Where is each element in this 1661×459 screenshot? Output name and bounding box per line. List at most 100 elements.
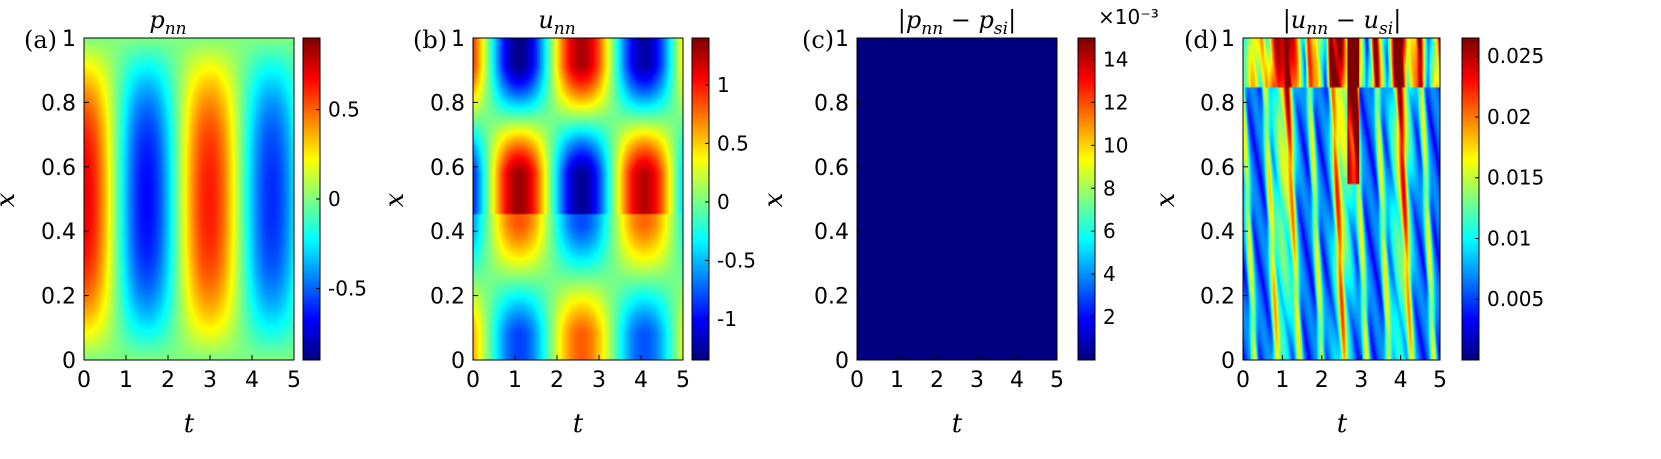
y-tick-label: 0.6	[41, 156, 76, 181]
x-axis-label-a: t	[184, 409, 195, 439]
colorbar-frame-b	[691, 37, 710, 361]
y-tick-label: 0.2	[1200, 285, 1235, 310]
x-tick-label: 1	[1275, 368, 1289, 393]
colorbar-image-d	[1462, 38, 1479, 360]
colorbar-tick-label: -0.5	[717, 248, 756, 272]
panel-label-d: (d)	[1184, 26, 1218, 54]
y-tick-label: 0.8	[814, 91, 849, 116]
y-tick-label: 0.2	[41, 285, 76, 310]
y-tick-label: 0.6	[1200, 156, 1235, 181]
x-tick-label: 2	[550, 368, 564, 393]
x-tick-label: 4	[245, 368, 259, 393]
x-axis-label-c: t	[952, 409, 963, 439]
x-tick-label: 4	[634, 368, 648, 393]
x-tick-label: 5	[1433, 368, 1447, 393]
x-tick-label: 0	[466, 368, 480, 393]
colorbar-tick-label: 0.5	[717, 131, 749, 155]
colorbar-tick-label: 0.5	[328, 98, 360, 122]
y-ticks-c: 0 0.2 0.4 0.6 0.8 1	[814, 27, 862, 374]
plot-frame-d	[1242, 37, 1441, 361]
colorbar-ticks-c: 2 4 6 8 10 12 14	[1091, 47, 1128, 329]
y-ticks-a: 0 0.2 0.4 0.6 0.8 1	[41, 27, 89, 374]
colorbar-tick-label: 0.01	[1487, 226, 1532, 250]
heatmap-image-a	[84, 38, 294, 360]
x-tick-label: 1	[890, 368, 904, 393]
x-tick-label: 0	[1236, 368, 1250, 393]
y-tick-label: 0.6	[430, 156, 465, 181]
x-tick-label: 2	[161, 368, 175, 393]
chart-title-a: pnn	[149, 6, 186, 39]
x-tick-label: 4	[1394, 368, 1408, 393]
x-tick-label: 0	[77, 368, 91, 393]
y-tick-label: 0.2	[430, 285, 465, 310]
colorbar-tick-label: 0.02	[1487, 105, 1532, 129]
y-tick-label: 0	[835, 349, 849, 374]
y-tick-label: 0.6	[814, 156, 849, 181]
colorbar-tick-label: 0.015	[1487, 166, 1544, 190]
y-tick-label: 1	[835, 27, 849, 52]
x-tick-label: 1	[119, 368, 133, 393]
y-tick-label: 0.8	[1200, 91, 1235, 116]
x-tick-label: 3	[592, 368, 606, 393]
chart-title-d: |unn − usi|	[1283, 6, 1402, 39]
colorbar-tick-label: 8	[1103, 176, 1116, 200]
x-tick-label: 1	[508, 368, 522, 393]
y-tick-label: 1	[1221, 27, 1235, 52]
y-tick-label: 1	[62, 27, 76, 52]
colorbar-ticks-b: -1 -0.5 0 0.5 1	[705, 73, 756, 331]
x-tick-label: 0	[850, 368, 864, 393]
y-tick-label: 0.8	[430, 91, 465, 116]
panel-label-b: (b)	[413, 26, 447, 54]
heatmap-image-c	[857, 38, 1057, 360]
y-axis-label-d: x	[1151, 192, 1181, 207]
y-axis-label-b: x	[380, 192, 410, 207]
plot-frame-b	[472, 37, 684, 361]
y-ticks-b: 0 0.2 0.4 0.6 0.8 1	[430, 27, 478, 374]
x-tick-label: 5	[1050, 368, 1064, 393]
heatmap-svg-b: (b) unn 0 1 2 3 4 5 0 0.2 0.4 0.6 0.8 1 t x -1 -0.5…	[380, 6, 756, 439]
y-tick-label: 0.4	[1200, 220, 1235, 245]
colorbar-image-c	[1078, 38, 1095, 360]
colorbar-tick-label: 12	[1103, 90, 1128, 114]
colorbar-tick-label: 14	[1103, 47, 1128, 71]
heatmap-image-d	[1243, 38, 1440, 360]
y-tick-label: 0	[62, 349, 76, 374]
y-tick-label: 1	[451, 27, 465, 52]
y-tick-label: 0.8	[41, 91, 76, 116]
x-tick-label: 3	[1354, 368, 1368, 393]
colorbar-image-b	[692, 38, 709, 360]
colorbar-tick-label: -1	[717, 307, 737, 331]
colorbar-tick-label: 4	[1103, 262, 1116, 286]
x-tick-label: 3	[970, 368, 984, 393]
colorbar-ticks-a: -0.5 0 0.5	[316, 98, 367, 300]
x-tick-label: 2	[930, 368, 944, 393]
x-tick-label: 3	[203, 368, 217, 393]
colorbar-tick-label: -0.5	[328, 276, 367, 300]
colorbar-tick-label: 0	[328, 187, 341, 211]
panel-label-a: (a)	[24, 26, 57, 54]
chart-title-c: |pnn − psi|	[898, 6, 1016, 39]
colorbar-tick-label: 0.025	[1487, 44, 1544, 68]
y-tick-label: 0.4	[814, 220, 849, 245]
x-ticks-b: 0 1 2 3 4 5	[466, 355, 690, 393]
colorbar-exponent-c: ×10⁻³	[1098, 5, 1159, 29]
y-tick-label: 0.2	[814, 285, 849, 310]
x-ticks-c: 0 1 2 3 4 5	[850, 355, 1064, 393]
heatmap-image-b	[473, 38, 683, 360]
colorbar-tick-label: 6	[1103, 219, 1116, 243]
colorbar-tick-label: 10	[1103, 133, 1128, 157]
colorbar-tick-label: 2	[1103, 305, 1116, 329]
chart-title-b: unn	[538, 6, 575, 39]
x-tick-label: 5	[676, 368, 690, 393]
y-tick-label: 0	[451, 349, 465, 374]
plot-frame-c	[856, 37, 1058, 361]
colorbar-frame-d	[1461, 37, 1480, 361]
panel-label-c: (c)	[802, 26, 834, 54]
y-axis-label-c: x	[759, 192, 789, 207]
y-tick-label: 0.4	[41, 220, 76, 245]
